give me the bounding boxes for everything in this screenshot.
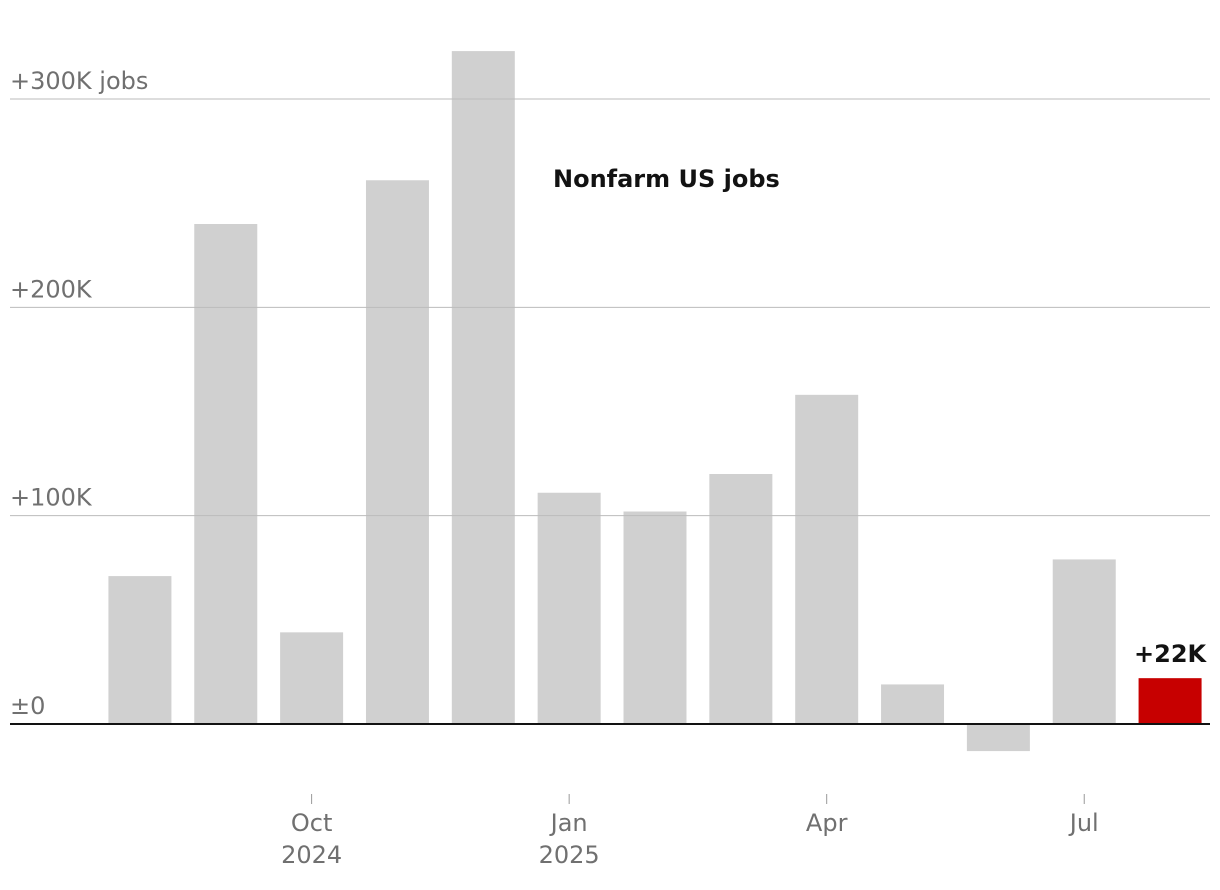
bar xyxy=(623,511,687,724)
bar xyxy=(108,576,172,724)
x-tick-year: 2025 xyxy=(539,841,600,869)
bar xyxy=(881,684,945,724)
value-label: +22K xyxy=(1134,640,1208,668)
y-tick-label: +300K jobs xyxy=(10,67,148,95)
bar xyxy=(451,51,515,725)
bar xyxy=(709,474,773,724)
x-tick-label: Jan xyxy=(549,809,588,837)
bar xyxy=(966,724,1030,752)
bar xyxy=(280,632,344,724)
x-tick-year: 2024 xyxy=(281,841,342,869)
y-tick-label: +100K xyxy=(10,484,93,512)
x-tick-label: Apr xyxy=(806,809,848,837)
bar xyxy=(194,224,258,724)
bar xyxy=(537,492,601,724)
bar xyxy=(365,180,429,724)
x-tick-label: Jul xyxy=(1068,809,1099,837)
bar xyxy=(795,394,859,724)
y-tick-label: ±0 xyxy=(10,692,45,720)
bar xyxy=(1052,559,1116,724)
annotation: Nonfarm US jobs xyxy=(553,165,780,193)
y-tick-label: +200K xyxy=(10,275,93,303)
bar xyxy=(1138,678,1202,724)
x-tick-label: Oct xyxy=(291,809,333,837)
